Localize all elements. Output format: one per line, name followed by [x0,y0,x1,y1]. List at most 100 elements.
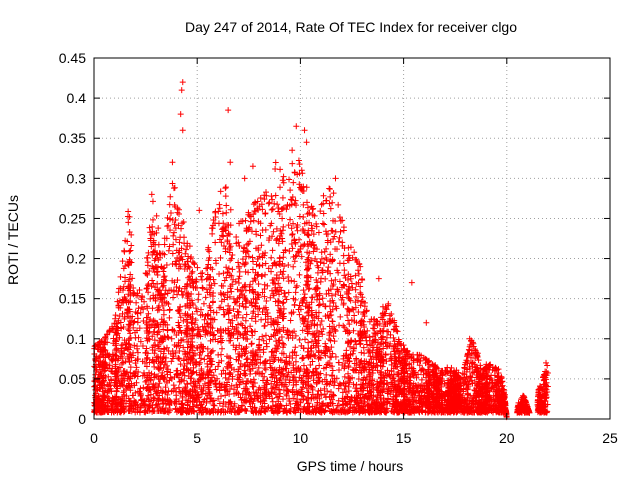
data-point [146,224,153,231]
data-point [323,291,330,298]
data-point [292,332,299,339]
data-point [241,367,248,374]
data-point [243,311,250,318]
data-point [238,288,245,295]
data-point [296,161,303,168]
data-point [192,388,199,395]
data-point [355,267,362,274]
data-point [355,376,362,383]
data-point [319,378,326,385]
data-point [488,379,495,386]
data-point [119,310,126,317]
data-point [114,298,121,305]
data-point [176,239,183,246]
data-point [215,220,222,227]
data-point [145,280,152,287]
data-point [195,296,202,303]
data-point [216,400,223,407]
data-point [285,262,292,269]
data-point [145,249,152,256]
data-point [335,201,342,208]
data-point [194,324,201,331]
data-point [262,271,269,278]
data-point [256,336,263,343]
data-point [291,302,298,309]
data-point [345,252,352,259]
data-point [293,282,300,289]
data-point [248,341,255,348]
data-point [144,254,151,261]
data-point [164,214,171,221]
data-point [329,227,336,234]
data-point [170,241,177,248]
data-point [351,249,358,256]
data-point [149,277,156,284]
data-point [279,205,286,212]
data-point [287,187,294,194]
data-point [204,345,211,352]
data-point [128,231,135,238]
data-point [278,333,285,340]
data-point [281,290,288,297]
data-point [395,336,402,343]
data-point [187,335,194,342]
data-point [169,216,176,223]
data-point [154,272,161,279]
data-point [418,352,425,359]
data-point [325,360,332,367]
data-point [263,297,270,304]
data-point [143,270,150,277]
data-point [219,337,226,344]
data-point [404,370,411,377]
data-point [330,409,337,416]
data-point [259,289,266,296]
data-point [339,389,346,396]
data-point [311,212,318,219]
data-point [139,343,146,350]
data-point [116,364,123,371]
data-point [350,327,357,334]
data-point [336,214,343,221]
data-point [169,250,176,257]
data-point [222,370,229,377]
data-point [228,255,235,262]
data-point [133,364,140,371]
data-point [196,352,203,359]
data-point [231,299,238,306]
data-point [187,255,194,262]
data-point [308,257,315,264]
data-point [229,266,236,273]
data-point [146,267,153,274]
data-point [474,352,481,359]
data-point [196,359,203,366]
data-point [140,384,147,391]
data-point [386,317,393,324]
data-point [218,232,225,239]
data-point [149,198,156,205]
data-point [159,283,166,290]
data-point [337,313,344,320]
data-point [331,338,338,345]
data-point [248,340,255,347]
data-point [384,342,391,349]
data-point [358,276,365,283]
data-point [134,327,141,334]
data-point [299,187,306,194]
data-point [367,353,374,360]
data-point [261,373,268,380]
data-point [260,346,267,353]
data-point [316,395,323,402]
data-point [165,398,172,405]
data-point [269,206,276,213]
data-point [236,302,243,309]
data-point [195,291,202,298]
data-point [314,321,321,328]
data-point [467,374,474,381]
data-point [286,176,293,183]
data-point [180,317,187,324]
data-point [166,307,173,314]
data-point [335,366,342,373]
data-point [313,223,320,230]
data-point [272,165,279,172]
data-point [317,208,324,215]
